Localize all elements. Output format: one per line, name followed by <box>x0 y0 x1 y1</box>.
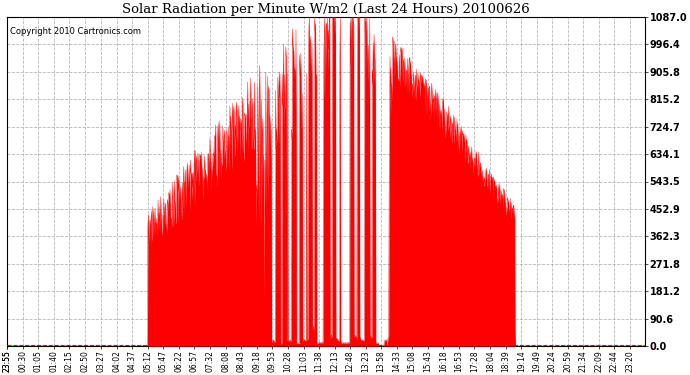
Text: Copyright 2010 Cartronics.com: Copyright 2010 Cartronics.com <box>10 27 141 36</box>
Title: Solar Radiation per Minute W/m2 (Last 24 Hours) 20100626: Solar Radiation per Minute W/m2 (Last 24… <box>123 3 530 16</box>
